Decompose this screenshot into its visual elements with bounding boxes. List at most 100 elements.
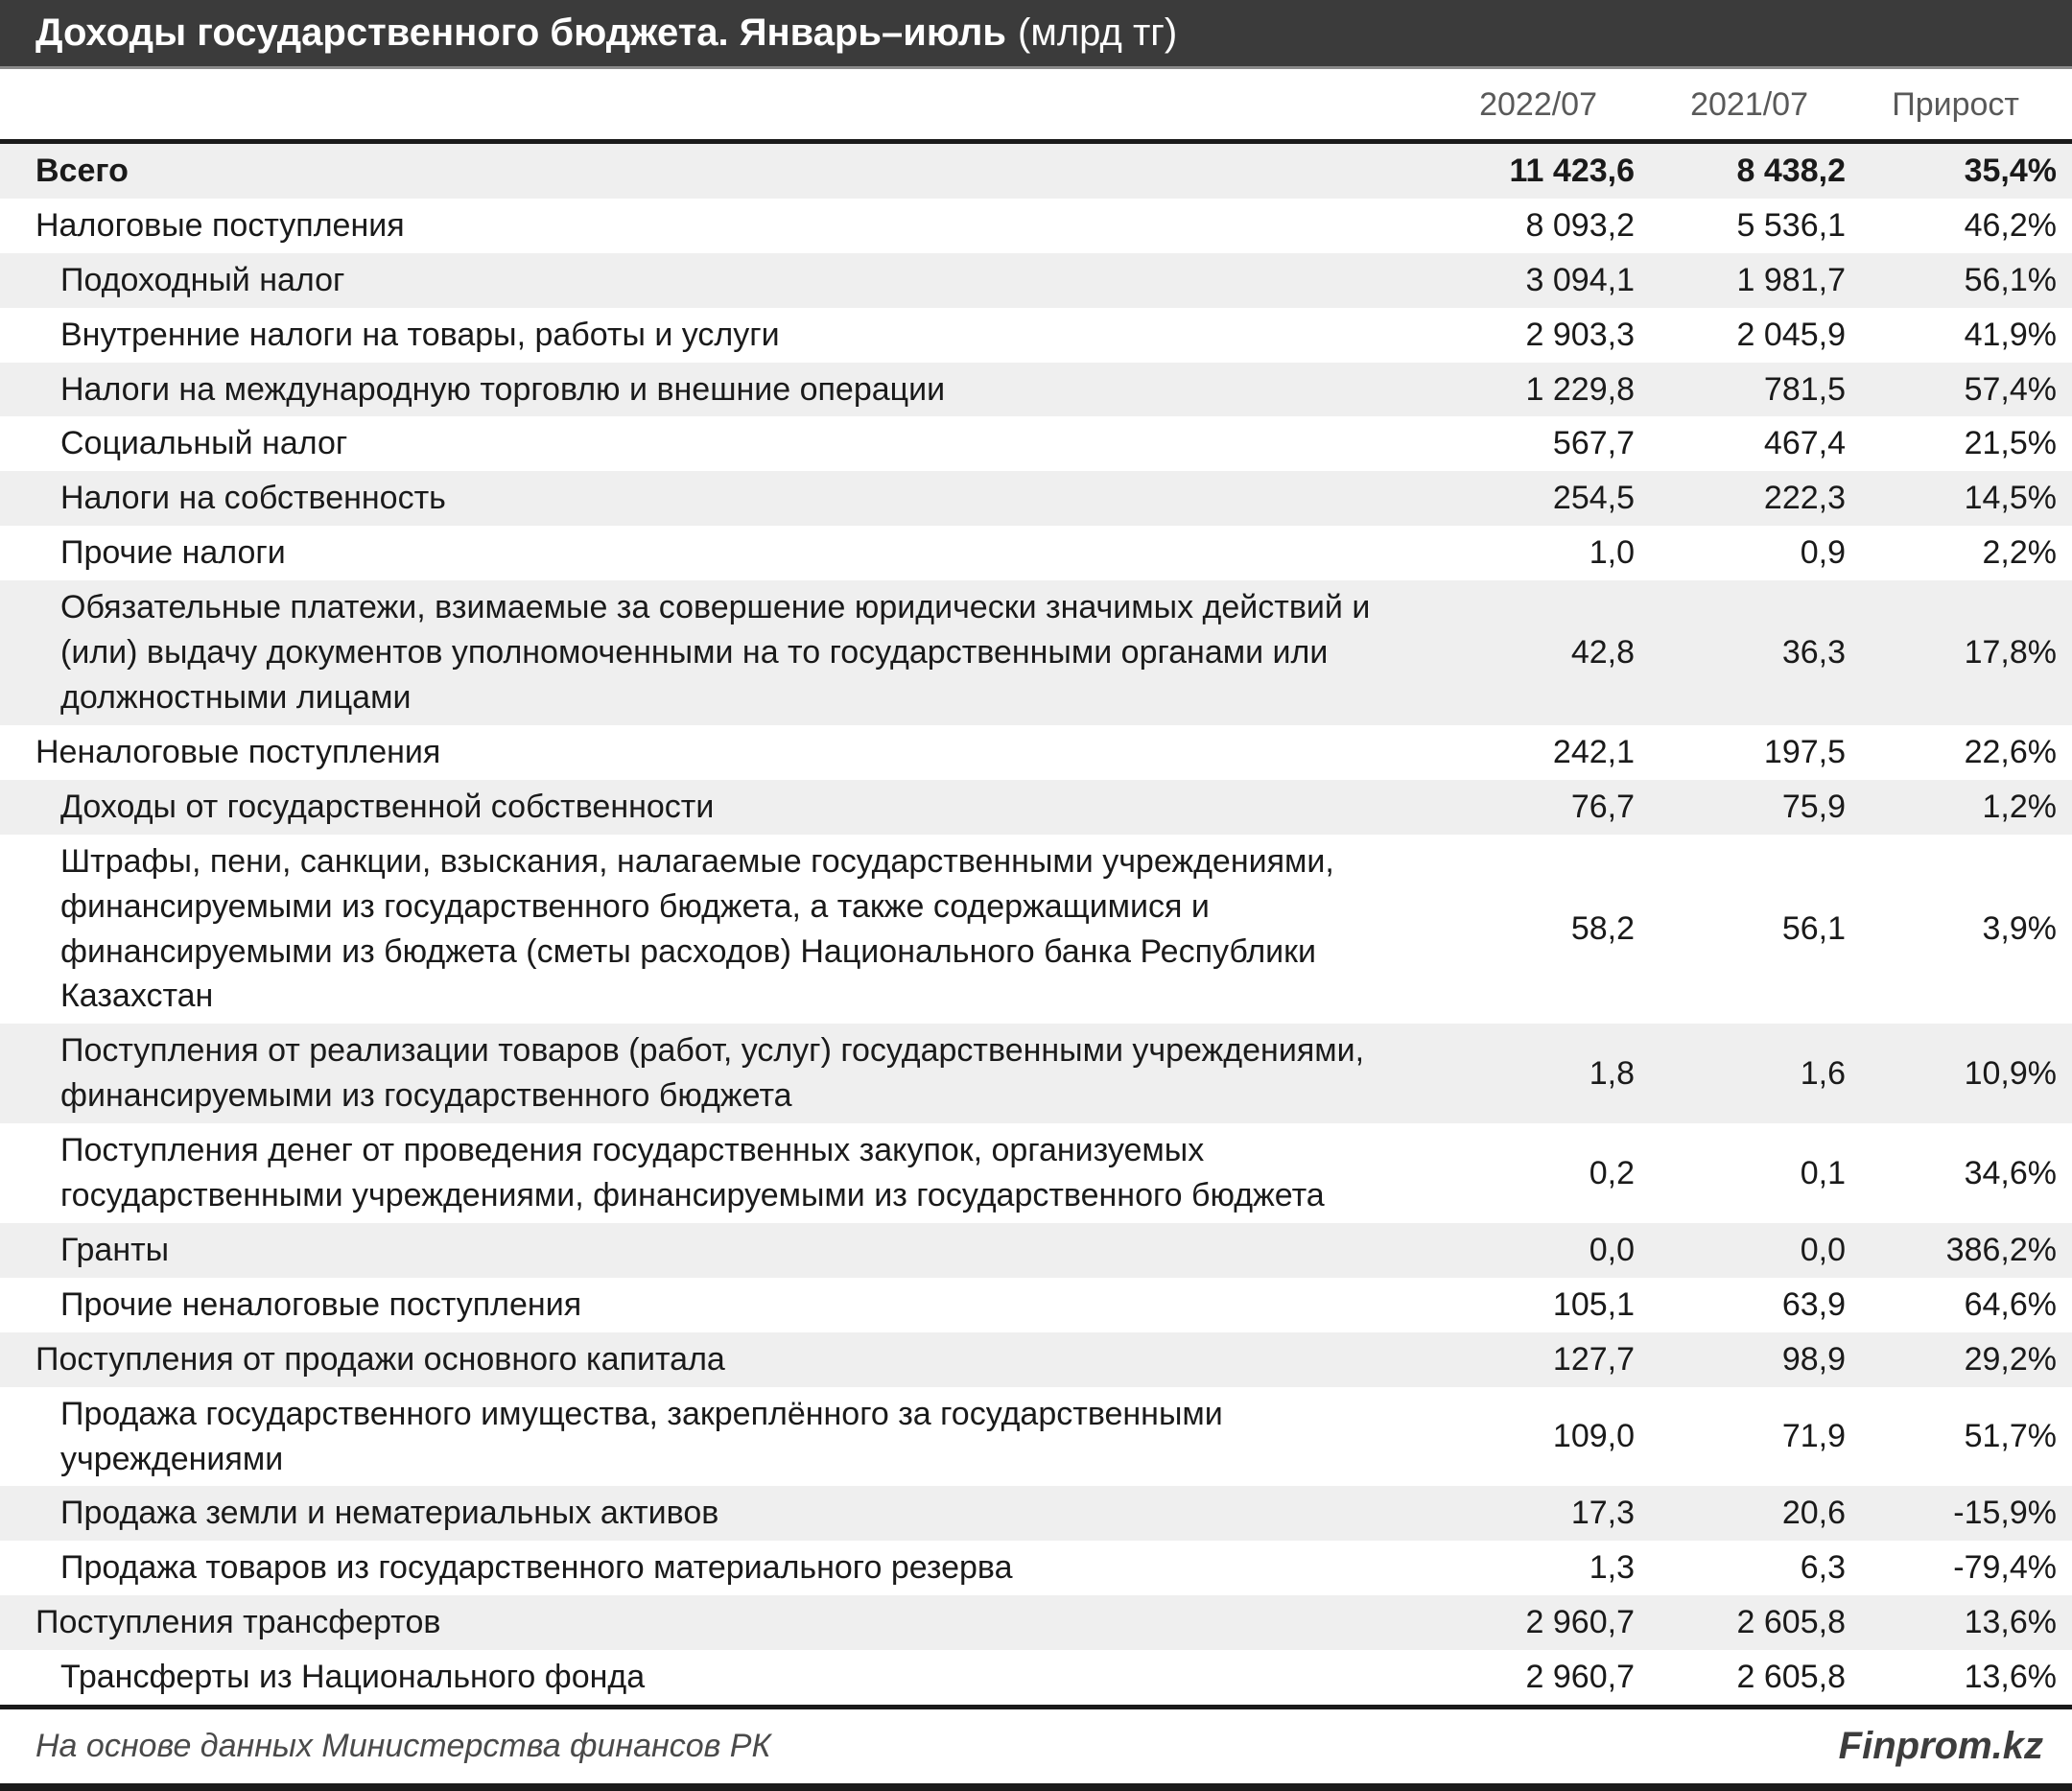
value-2022-07: 127,7 xyxy=(1552,1340,1635,1378)
value-growth: 51,7% xyxy=(1964,1418,2057,1455)
value-growth: 3,9% xyxy=(1982,910,2058,948)
value-2022-07: 109,0 xyxy=(1552,1418,1635,1455)
value-2021-07: 5 536,1 xyxy=(1736,206,1846,244)
value-2022-07: 105,1 xyxy=(1552,1285,1635,1323)
value-growth: 17,8% xyxy=(1964,634,2057,672)
value-2022-07: 1,8 xyxy=(1589,1054,1635,1092)
row-label: Продажа государственного имущества, закр… xyxy=(60,1395,1223,1477)
row-label: Прочие неналоговые поступления xyxy=(60,1285,582,1323)
row-label: Поступления от реализации товаров (работ… xyxy=(60,1032,1365,1115)
column-header-row: 2022/07 2021/07 Прирост xyxy=(0,69,2072,144)
value-2021-07: 36,3 xyxy=(1781,634,1846,672)
table-row: Обязательные платежи, взимаемые за совер… xyxy=(0,580,2072,725)
row-label: Продажа земли и нематериальных активов xyxy=(60,1495,719,1532)
value-growth: 13,6% xyxy=(1964,1604,2057,1641)
table-row: Гранты 0,0 0,0 386,2% xyxy=(0,1222,2072,1278)
value-2022-07: 254,5 xyxy=(1552,480,1635,517)
value-2022-07: 0,2 xyxy=(1589,1154,1635,1191)
row-label: Поступления трансфертов xyxy=(35,1604,441,1641)
value-2021-07: 197,5 xyxy=(1763,733,1846,770)
label-column-spacer xyxy=(0,69,1439,144)
value-growth: 34,6% xyxy=(1964,1154,2057,1191)
row-label: Внутренние налоги на товары, работы и ус… xyxy=(60,316,780,353)
value-2021-07: 2 605,8 xyxy=(1736,1659,1846,1696)
value-2022-07: 3 094,1 xyxy=(1525,261,1635,298)
table-row: Налоговые поступления 8 093,2 5 536,1 46,2% xyxy=(0,198,2072,253)
value-2021-07: 781,5 xyxy=(1763,370,1846,408)
table-row: Социальный налог 567,7 467,4 21,5% xyxy=(0,416,2072,472)
row-label: Поступления от продажи основного капитал… xyxy=(35,1340,725,1378)
table-row: Налоги на международную торговлю и внешн… xyxy=(0,362,2072,417)
value-growth: 10,9% xyxy=(1964,1054,2057,1092)
table-row: Трансферты из Национального фонда 2 960,7… xyxy=(0,1650,2072,1706)
value-growth: 56,1% xyxy=(1964,261,2057,298)
bottom-divider xyxy=(0,1783,2072,1791)
table-row: Продажа земли и нематериальных активов 17… xyxy=(0,1486,2072,1542)
page-title: Доходы государственного бюджета. Январь–… xyxy=(35,12,1007,54)
value-2021-07: 222,3 xyxy=(1763,480,1846,517)
value-2021-07: 1 981,7 xyxy=(1736,261,1846,298)
value-2022-07: 8 093,2 xyxy=(1525,206,1635,244)
column-header-2022-07: 2022/07 xyxy=(1439,69,1650,144)
row-label: Подоходный налог xyxy=(60,261,345,298)
row-label: Социальный налог xyxy=(60,425,348,462)
value-2021-07: 8 438,2 xyxy=(1736,152,1846,189)
table-row: Прочие налоги 1,0 0,9 2,2% xyxy=(0,526,2072,581)
row-label: Поступления денег от проведения государс… xyxy=(60,1132,1325,1214)
table-row: Неналоговые поступления 242,1 197,5 22,6% xyxy=(0,724,2072,780)
value-growth: 386,2% xyxy=(1945,1231,2057,1268)
title-bar: Доходы государственного бюджета. Январь–… xyxy=(0,0,2072,69)
row-label: Налоги на собственность xyxy=(60,480,446,517)
value-2022-07: 1,0 xyxy=(1589,534,1635,572)
source-note: На основе данных Министерства финансов Р… xyxy=(35,1728,771,1765)
value-2021-07: 71,9 xyxy=(1781,1418,1846,1455)
value-2021-07: 6,3 xyxy=(1800,1549,1846,1587)
row-label: Штрафы, пени, санкции, взыскания, налага… xyxy=(60,842,1334,1015)
value-2021-07: 63,9 xyxy=(1781,1285,1846,1323)
table-body: Всего 11 423,6 8 438,2 35,4% Налоговые посту… xyxy=(0,141,2072,1706)
title-unit: (млрд тг) xyxy=(1018,12,1178,54)
value-2022-07: 1 229,8 xyxy=(1525,370,1635,408)
value-2022-07: 2 960,7 xyxy=(1525,1659,1635,1696)
value-2021-07: 75,9 xyxy=(1781,788,1846,825)
value-2022-07: 42,8 xyxy=(1570,634,1635,672)
brand-logo: Finprom.kz xyxy=(1838,1725,2043,1768)
row-label: Гранты xyxy=(60,1231,170,1268)
row-label: Трансферты из Национального фонда xyxy=(60,1659,646,1696)
value-growth: -79,4% xyxy=(1953,1549,2057,1587)
table-row: Налоги на собственность 254,5 222,3 14,5% xyxy=(0,471,2072,527)
value-2022-07: 11 423,6 xyxy=(1509,152,1635,189)
value-growth: -15,9% xyxy=(1953,1495,2057,1532)
footer: На основе данных Министерства финансов Р… xyxy=(0,1705,2072,1783)
column-header-growth: Прирост xyxy=(1861,69,2072,144)
value-2022-07: 242,1 xyxy=(1552,733,1635,770)
row-label: Налоги на международную торговлю и внешн… xyxy=(60,370,946,408)
value-growth: 14,5% xyxy=(1964,480,2057,517)
value-growth: 29,2% xyxy=(1964,1340,2057,1378)
value-growth: 21,5% xyxy=(1964,425,2057,462)
value-growth: 1,2% xyxy=(1982,788,2058,825)
value-growth: 35,4% xyxy=(1964,152,2057,189)
value-growth: 2,2% xyxy=(1982,534,2058,572)
row-label: Прочие налоги xyxy=(60,534,286,572)
value-2022-07: 2 903,3 xyxy=(1525,316,1635,353)
table-row: Доходы от государственной собственности 7… xyxy=(0,779,2072,835)
table-row: Штрафы, пени, санкции, взыскания, налага… xyxy=(0,834,2072,1025)
value-2021-07: 2 045,9 xyxy=(1736,316,1846,353)
value-2021-07: 0,1 xyxy=(1800,1154,1846,1191)
value-2022-07: 1,3 xyxy=(1589,1549,1635,1587)
table-row: Всего 11 423,6 8 438,2 35,4% xyxy=(0,141,2072,199)
row-label: Обязательные платежи, взимаемые за совер… xyxy=(60,589,1371,716)
budget-table: 2022/07 2021/07 Прирост Всего 11 423,6 8 4… xyxy=(0,69,2072,1706)
value-2022-07: 58,2 xyxy=(1570,910,1635,948)
table-row: Поступления денег от проведения государс… xyxy=(0,1123,2072,1223)
table-row: Продажа товаров из государственного мате… xyxy=(0,1541,2072,1596)
value-growth: 13,6% xyxy=(1964,1659,2057,1696)
column-header-2021-07: 2021/07 xyxy=(1650,69,1861,144)
value-growth: 46,2% xyxy=(1964,206,2057,244)
value-2022-07: 567,7 xyxy=(1552,425,1635,462)
value-2021-07: 2 605,8 xyxy=(1736,1604,1846,1641)
table-row: Внутренние налоги на товары, работы и ус… xyxy=(0,307,2072,363)
table-row: Поступления трансфертов 2 960,7 2 605,8 13,… xyxy=(0,1595,2072,1651)
